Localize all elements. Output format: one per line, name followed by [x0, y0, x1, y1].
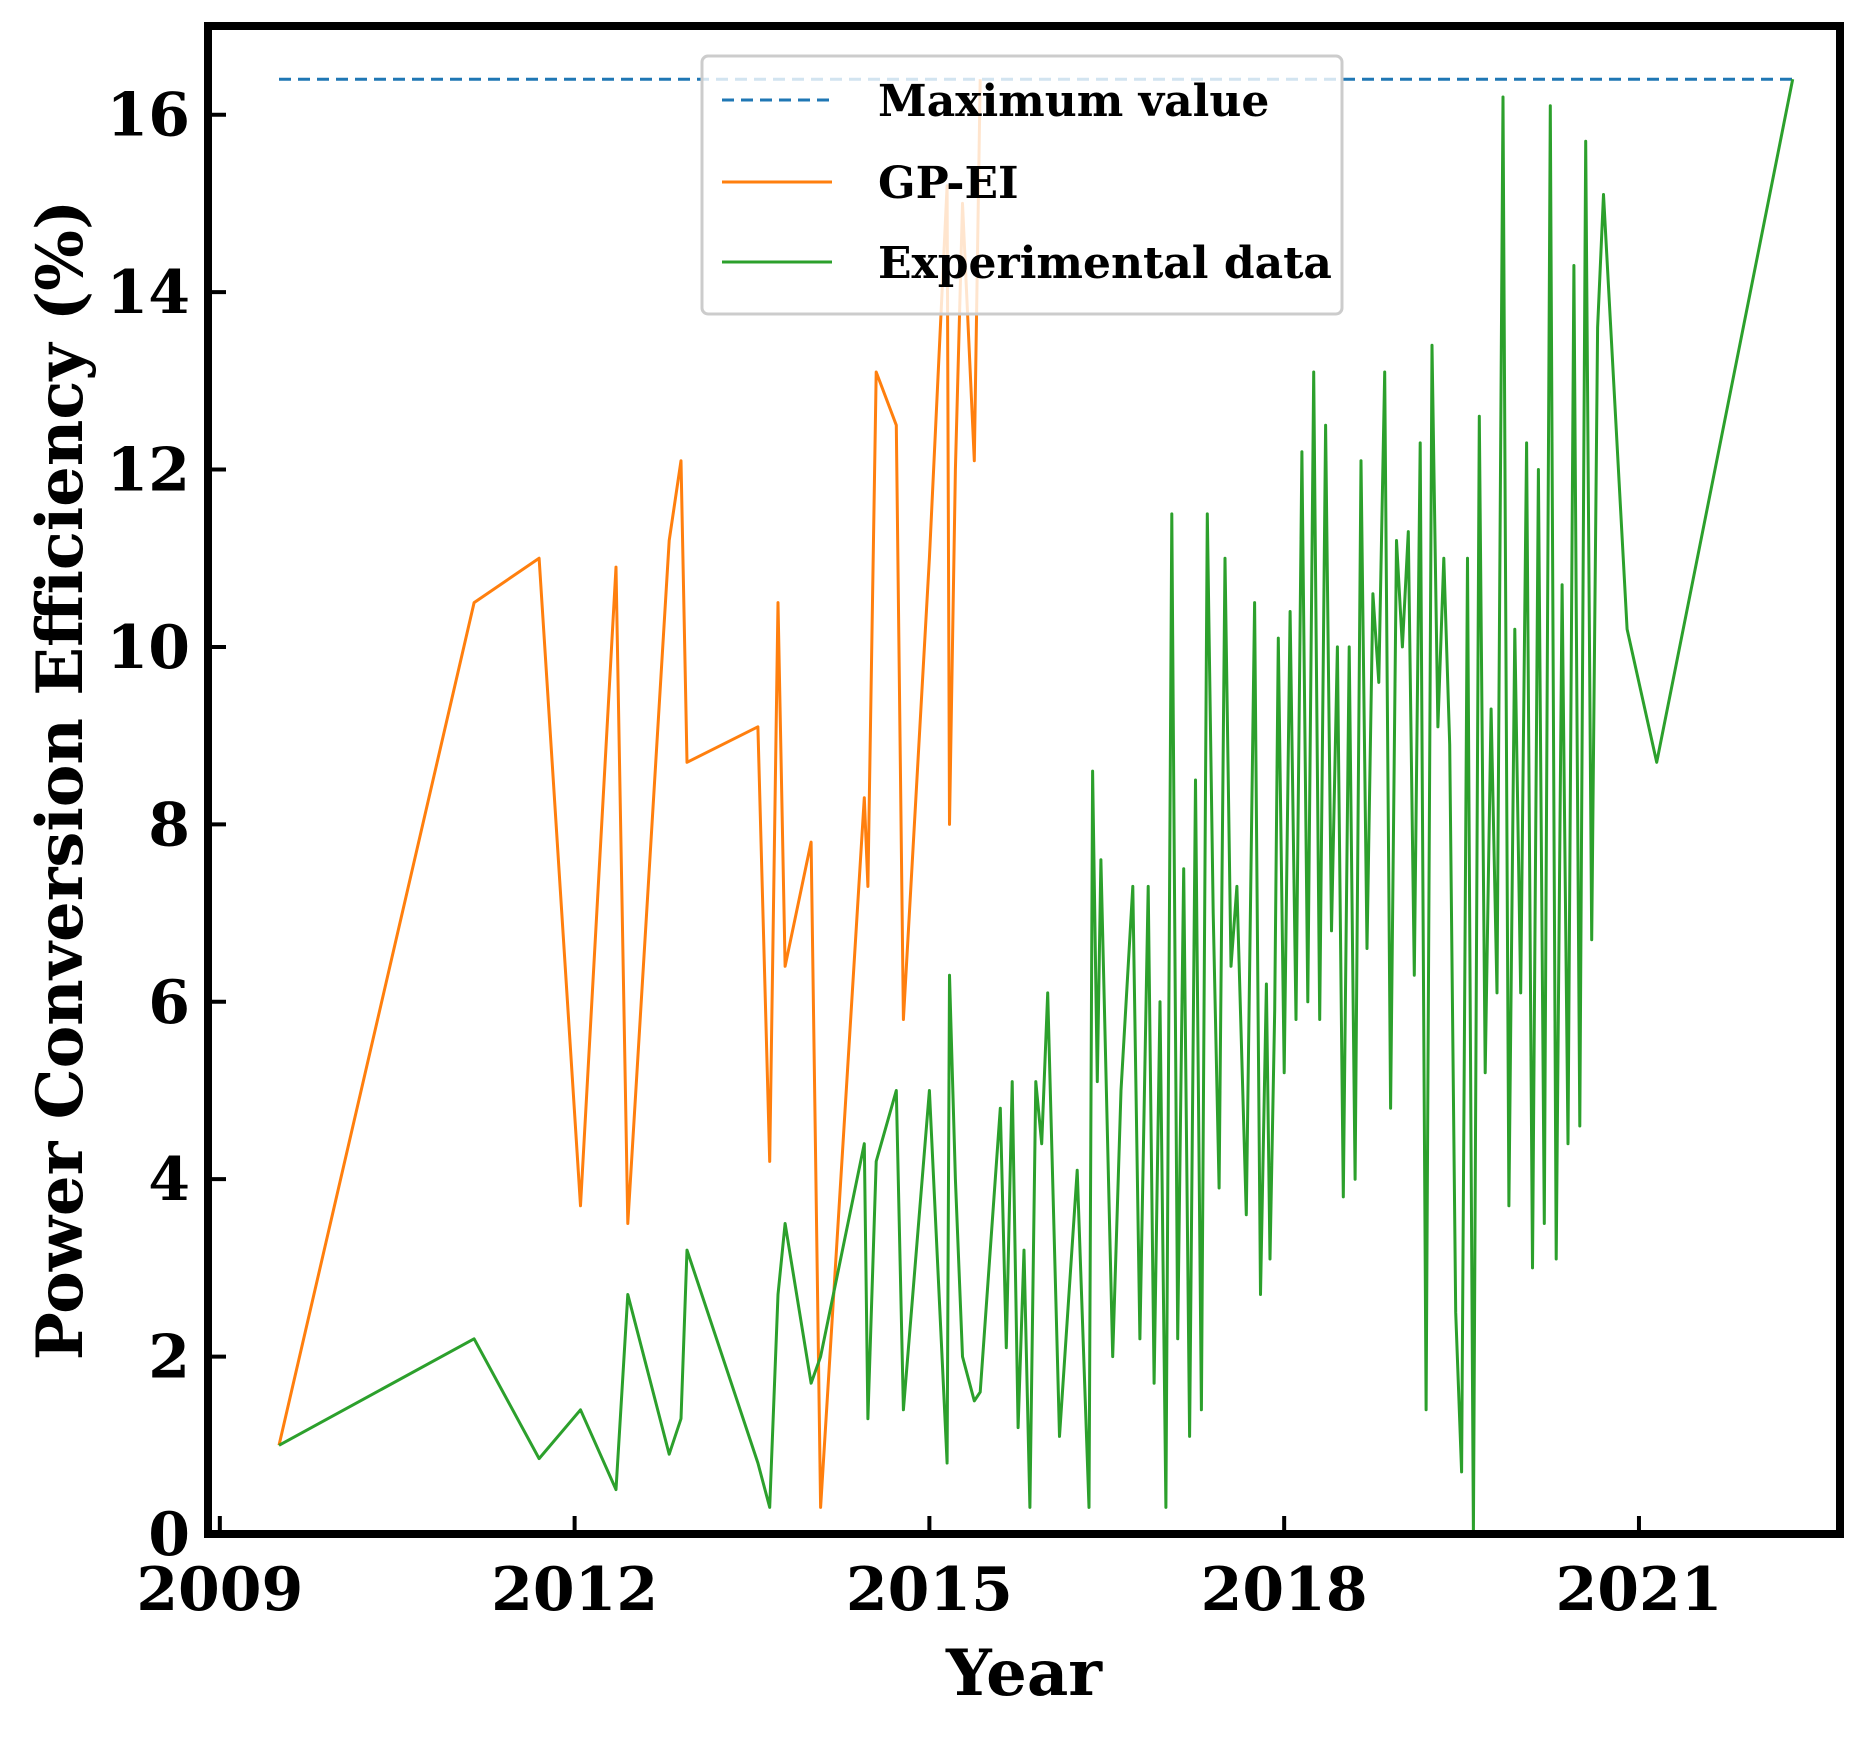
x-tick-label: 2018: [1201, 1555, 1368, 1625]
y-tick-label: 2: [148, 1323, 190, 1393]
y-tick-label: 16: [107, 81, 191, 151]
x-tick-label: 2015: [846, 1555, 1013, 1625]
series-line-gpei: [277, 79, 982, 1509]
legend-label-experimental: Experimental data: [878, 238, 1332, 289]
x-tick-label: 2012: [491, 1555, 658, 1625]
series-line-experimental: [278, 78, 1795, 1536]
y-tick-label: 0: [148, 1500, 190, 1570]
y-tick-label: 6: [148, 968, 190, 1038]
y-tick-label: 4: [148, 1145, 190, 1215]
y-tick-label: 14: [107, 258, 191, 328]
y-tick-label: 8: [148, 790, 190, 860]
y-axis-label: Power Conversion Efficiency (%): [23, 200, 98, 1361]
plot-frame: [204, 22, 1844, 1538]
tick-layer: 2009 2012 2015 2018 2021 0 2 4 6 8 10 12 14 16: [107, 81, 1723, 1625]
x-tick-label: 2021: [1555, 1555, 1722, 1625]
x-axis-label: Year: [945, 1636, 1103, 1711]
y-tick-label: 10: [107, 613, 191, 683]
series-layer: [277, 77, 1795, 1536]
y-tick-label: 12: [107, 436, 191, 506]
legend-label-gpei: GP-EI: [878, 158, 1019, 209]
legend-box: [700, 54, 1344, 316]
x-tick-label: 2009: [136, 1555, 303, 1625]
legend-label-max: Maximum value: [878, 76, 1269, 127]
legend: Maximum value GP-EI Experimental data: [700, 54, 1344, 316]
